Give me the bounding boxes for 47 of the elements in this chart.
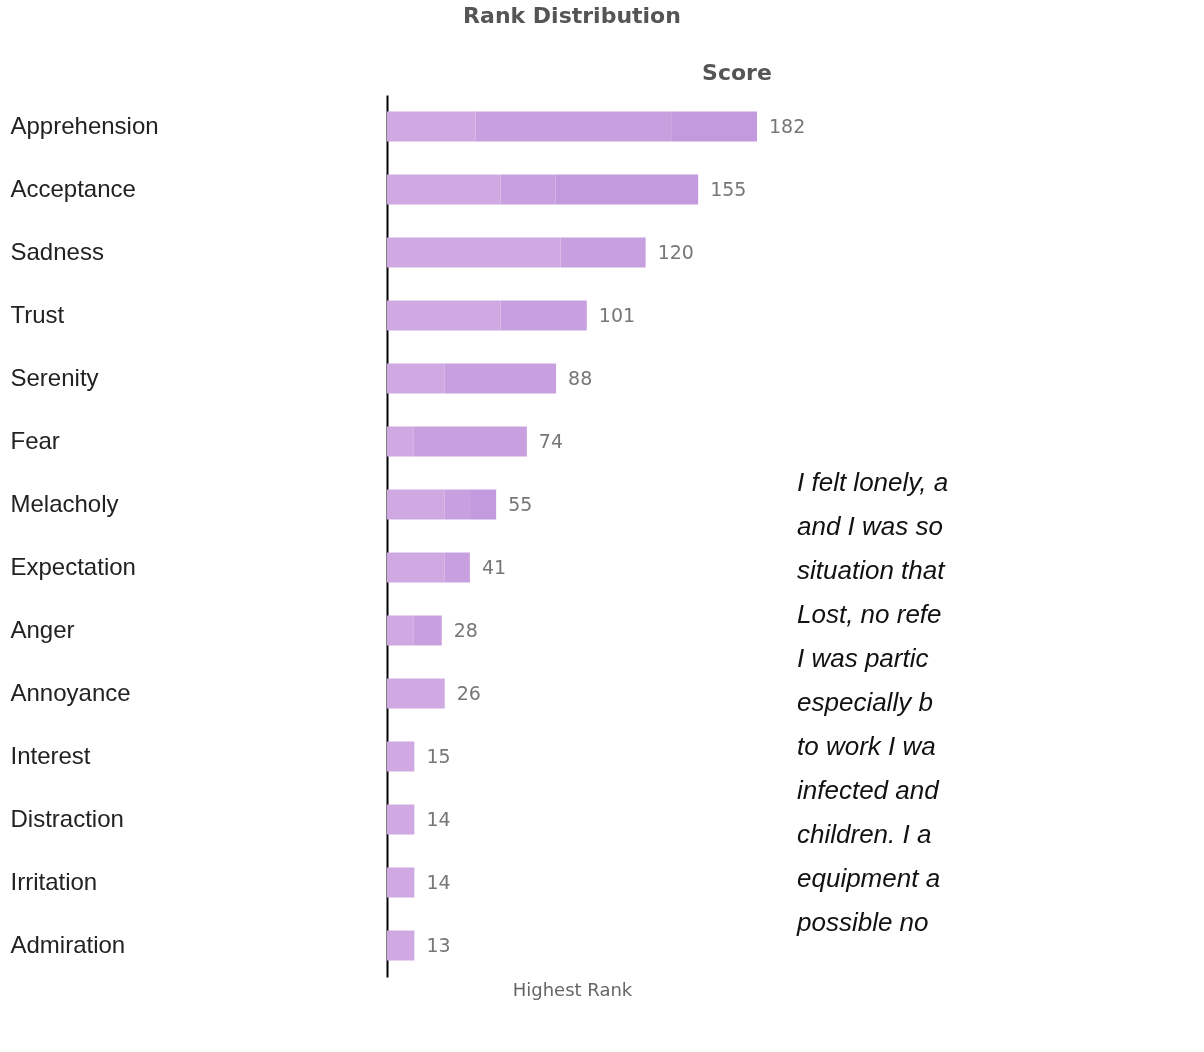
annotation: 41 [481, 555, 507, 578]
annotation: 182 [769, 114, 806, 137]
y-tick-label: Fear [10, 426, 60, 454]
bar [387, 867, 415, 898]
text: and I was so [797, 511, 943, 541]
annotation: 155 [710, 177, 747, 200]
annotation: 14 [426, 807, 451, 830]
y-tick-label: Irritation [10, 867, 98, 895]
annotation: 88 [568, 366, 593, 389]
text: Score [702, 60, 772, 85]
y-tick-label: Apprehension [10, 111, 159, 139]
text: especially b [797, 687, 933, 717]
text: children. I a [797, 819, 932, 849]
text: equipment a [797, 863, 941, 893]
x-axis-title: Highest Rank [512, 978, 633, 1000]
text: to work I wa [797, 731, 936, 761]
text: situation that [797, 555, 947, 585]
bar [387, 741, 415, 772]
bar [387, 678, 445, 709]
y-tick-label: Trust [10, 300, 65, 328]
y-tick-label: Interest [10, 741, 91, 769]
annotation: 13 [426, 933, 451, 956]
text: I was partic [797, 643, 929, 673]
annotation: 101 [598, 303, 636, 326]
bar [387, 804, 415, 835]
y-tick-label: Melacholy [10, 489, 119, 517]
y-tick-label: Acceptance [10, 174, 136, 202]
chart-title: Rank Distribution [463, 3, 681, 28]
text: infected and [797, 775, 941, 805]
y-tick-label: Admiration [10, 930, 126, 958]
y-tick-label: Expectation [10, 552, 136, 580]
y-tick-label: Serenity [10, 363, 99, 391]
y-tick-label: Distraction [10, 804, 124, 832]
text: possible no [796, 907, 929, 937]
annotation: 120 [657, 240, 694, 263]
annotation: 15 [426, 744, 451, 767]
y-tick-label: Anger [10, 615, 75, 643]
text: Lost, no refe [797, 599, 942, 629]
text: I felt lonely, a [797, 467, 949, 497]
bar [387, 930, 415, 961]
annotation: 14 [426, 870, 451, 893]
annotation: 55 [508, 492, 533, 515]
y-tick-label: Annoyance [10, 678, 131, 706]
annotation: 74 [538, 429, 564, 452]
annotation: 28 [453, 618, 478, 641]
annotation: 26 [456, 681, 481, 704]
y-tick-label: Sadness [10, 237, 104, 265]
